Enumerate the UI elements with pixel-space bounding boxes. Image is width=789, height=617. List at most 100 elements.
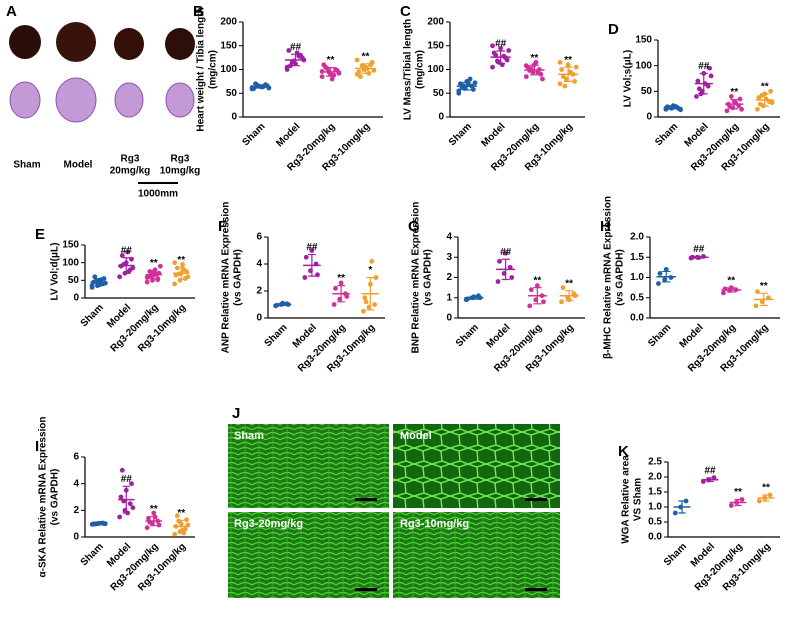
data-point <box>309 248 315 253</box>
y-tick-label: 100 <box>220 64 237 75</box>
significance-label: ## <box>698 61 710 72</box>
heart-image <box>9 25 41 59</box>
data-point <box>117 514 123 520</box>
data-point <box>286 48 292 53</box>
error-bar <box>734 498 742 507</box>
data-point <box>694 94 699 99</box>
data-point <box>663 267 669 272</box>
data-point <box>176 518 182 524</box>
section-image <box>55 77 97 123</box>
panel-letter: H <box>600 218 611 235</box>
data-point <box>369 258 375 264</box>
y-tick-label: 100 <box>635 60 652 71</box>
error-bar <box>278 302 287 307</box>
data-point <box>507 264 513 270</box>
significance-label: ** <box>730 87 738 98</box>
data-point <box>315 272 320 278</box>
data-point <box>358 74 363 80</box>
y-tick-label: 0.0 <box>648 532 662 543</box>
y-tick-label: 4 <box>446 232 452 243</box>
data-point <box>506 48 512 53</box>
y-tick-label: 50 <box>641 86 653 97</box>
x-tick-label: Sham <box>646 322 673 349</box>
chart: Iα-SKA Relative mRNA Expression (vs GAPDH… <box>35 416 195 593</box>
y-tick-label: 2.5 <box>648 457 662 468</box>
error-bar <box>662 270 671 283</box>
error-bar <box>366 276 375 311</box>
error-bar <box>150 269 158 280</box>
data-point <box>678 107 683 113</box>
data-point <box>656 281 661 286</box>
x-tick-label: Model <box>484 322 512 350</box>
data-point <box>498 45 504 51</box>
significance-label: ## <box>495 39 507 50</box>
error-bar <box>678 500 686 514</box>
data-point <box>711 475 717 480</box>
panel-letter: F <box>218 218 227 235</box>
panel-letter: I <box>35 438 39 455</box>
data-point <box>127 501 133 507</box>
y-tick-label: 0 <box>73 293 79 304</box>
panel-letter: K <box>618 443 629 460</box>
y-axis-label: (mg/cm) <box>415 50 426 89</box>
data-point <box>708 73 714 79</box>
error-bar <box>496 50 506 64</box>
error-bar <box>760 93 769 107</box>
x-tick-label: Model <box>479 121 507 149</box>
data-point <box>344 294 350 299</box>
data-point <box>172 531 178 537</box>
data-point <box>319 74 325 80</box>
panel-j: J Sham Model Rg3-20mg/kg Rg3-10mg/kg <box>228 405 560 598</box>
scale-label: 1000mm <box>138 189 178 200</box>
micrograph <box>228 424 389 508</box>
data-point <box>728 94 734 99</box>
error-bar <box>462 81 472 91</box>
data-point <box>559 299 564 305</box>
significance-label: ** <box>530 53 538 64</box>
data-point <box>92 274 98 280</box>
data-point <box>695 78 701 84</box>
chart: CLV Mass/Tibial length (mg/cm) 0 50 100 150 20… <box>400 3 585 173</box>
data-point <box>119 253 125 258</box>
data-point <box>174 513 180 519</box>
significance-label: ** <box>533 275 541 286</box>
y-axis-label: VS Sham <box>633 478 644 521</box>
data-point <box>707 65 713 71</box>
y-axis-label: LV Vol;s(μL) <box>623 50 634 107</box>
data-point <box>560 285 566 291</box>
error-bar <box>563 66 573 82</box>
error-bar <box>150 515 158 527</box>
data-point <box>728 503 734 508</box>
significance-label: ** <box>327 55 335 66</box>
data-point <box>541 299 546 305</box>
y-tick-label: 6 <box>73 452 79 463</box>
data-point <box>756 498 762 504</box>
group-label: 20mg/kg <box>110 166 151 177</box>
y-tick-label: 150 <box>635 35 652 46</box>
data-point <box>769 100 775 106</box>
y-tick-label: 200 <box>427 17 444 28</box>
data-point <box>497 258 502 264</box>
panel-letter: E <box>35 226 45 243</box>
data-point <box>737 96 743 102</box>
significance-label: ## <box>290 42 302 53</box>
panel-letter: D <box>608 21 619 38</box>
data-point <box>356 69 362 75</box>
data-point <box>559 67 565 72</box>
y-tick-label: 1.0 <box>648 502 662 513</box>
y-axis-label: α-SKA Relative mRNA Expression <box>38 416 49 577</box>
data-point <box>724 108 730 114</box>
data-point <box>329 76 335 82</box>
error-bar <box>255 84 266 89</box>
panel-letter: C <box>400 3 411 20</box>
data-point <box>753 303 759 309</box>
error-bar <box>533 287 542 305</box>
x-tick-label: Sham <box>662 541 689 568</box>
x-tick-label: Model <box>678 322 706 350</box>
data-point <box>523 74 529 80</box>
significance-label: ** <box>337 273 345 284</box>
micrograph <box>393 512 560 598</box>
data-point <box>129 481 134 487</box>
data-point <box>156 522 162 528</box>
